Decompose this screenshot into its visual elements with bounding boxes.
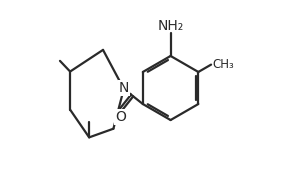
- Text: NH₂: NH₂: [157, 19, 184, 33]
- Text: O: O: [115, 110, 126, 124]
- Text: N: N: [119, 81, 129, 95]
- Text: CH₃: CH₃: [212, 58, 234, 71]
